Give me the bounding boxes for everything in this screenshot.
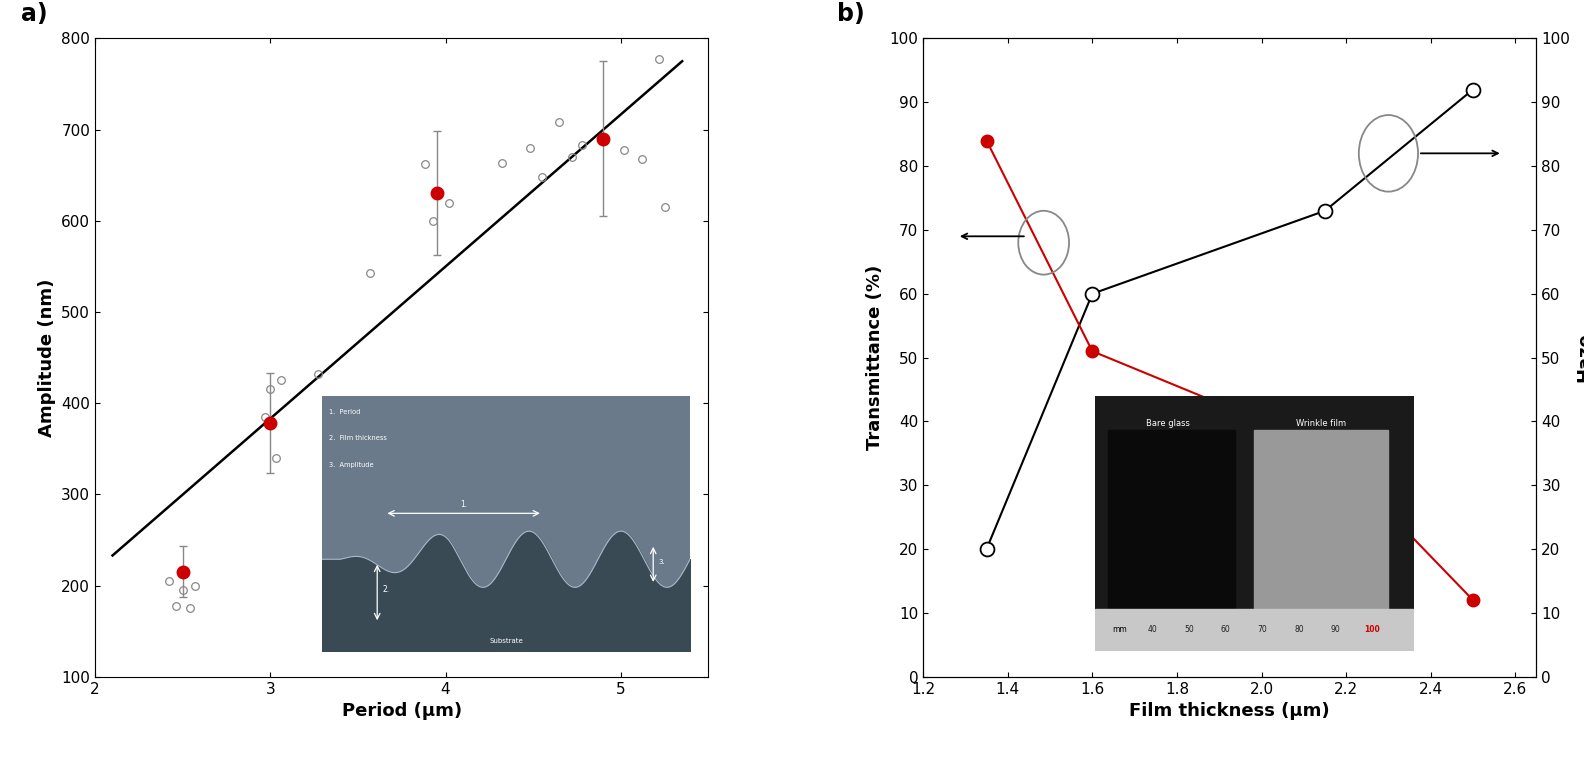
Y-axis label: Transmittance (%): Transmittance (%)	[866, 265, 884, 450]
X-axis label: Period (μm): Period (μm)	[342, 702, 463, 720]
Y-axis label: Haze: Haze	[1576, 333, 1584, 382]
X-axis label: Film thickness (μm): Film thickness (μm)	[1129, 702, 1331, 720]
Text: a): a)	[22, 2, 48, 25]
Text: b): b)	[838, 2, 865, 25]
Y-axis label: Amplitude (nm): Amplitude (nm)	[38, 278, 55, 437]
